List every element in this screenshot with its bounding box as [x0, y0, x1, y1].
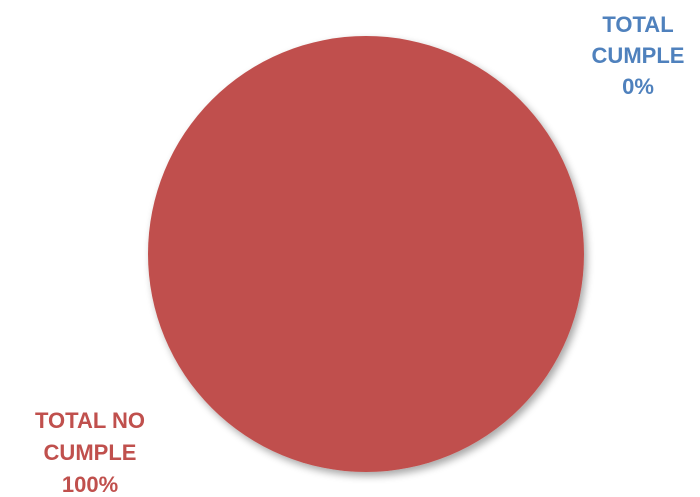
pie-labels: TOTAL CUMPLE 0% TOTAL NO CUMPLE 100% [35, 12, 684, 497]
data-label-total-cumple: TOTAL CUMPLE 0% [592, 12, 685, 99]
pie-slices [148, 36, 584, 472]
pie-slice-total-no-cumple [148, 36, 584, 472]
data-label-line: TOTAL [602, 12, 673, 37]
data-label-total-no-cumple: TOTAL NO CUMPLE 100% [35, 408, 145, 497]
data-label-line: 100% [62, 472, 118, 497]
data-label-line: TOTAL NO [35, 408, 145, 433]
data-label-line: 0% [622, 74, 654, 99]
data-label-line: CUMPLE [44, 440, 137, 465]
data-label-line: CUMPLE [592, 43, 685, 68]
